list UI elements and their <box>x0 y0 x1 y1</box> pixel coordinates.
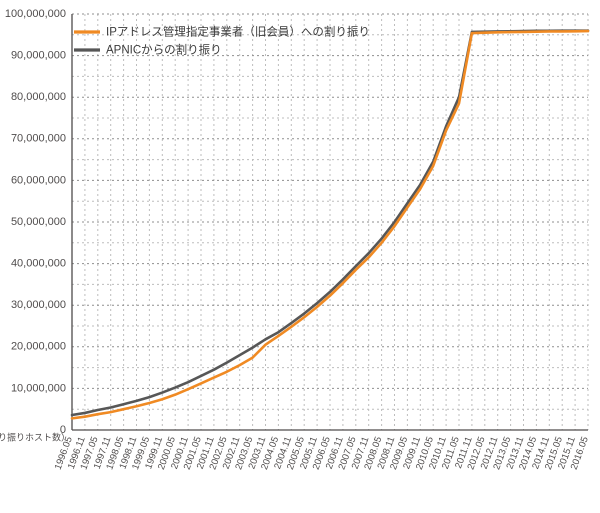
legend-label: APNICからの割り振り <box>106 43 222 57</box>
legend-label: IPアドレス管理指定事業者（旧会員）への割り振り <box>106 25 370 39</box>
ip-allocation-chart: 1996.051996.111997.051997.111998.051998.… <box>0 0 600 513</box>
y-tick-label: 100,000,000 <box>5 8 66 20</box>
y-tick-label: 40,000,000 <box>11 258 66 270</box>
y-tick-label: 20,000,000 <box>11 341 66 353</box>
y-tick-label: 10,000,000 <box>11 382 66 394</box>
y-tick-label: 80,000,000 <box>11 91 66 103</box>
y-tick-label: 60,000,000 <box>11 174 66 186</box>
y-axis-title: （割り振りホスト数） <box>0 431 70 442</box>
y-tick-label: 50,000,000 <box>11 216 66 228</box>
y-tick-label: 70,000,000 <box>11 133 66 145</box>
y-tick-label: 90,000,000 <box>11 50 66 62</box>
chart-svg: 1996.051996.111997.051997.111998.051998.… <box>0 0 600 513</box>
y-tick-label: 30,000,000 <box>11 299 66 311</box>
